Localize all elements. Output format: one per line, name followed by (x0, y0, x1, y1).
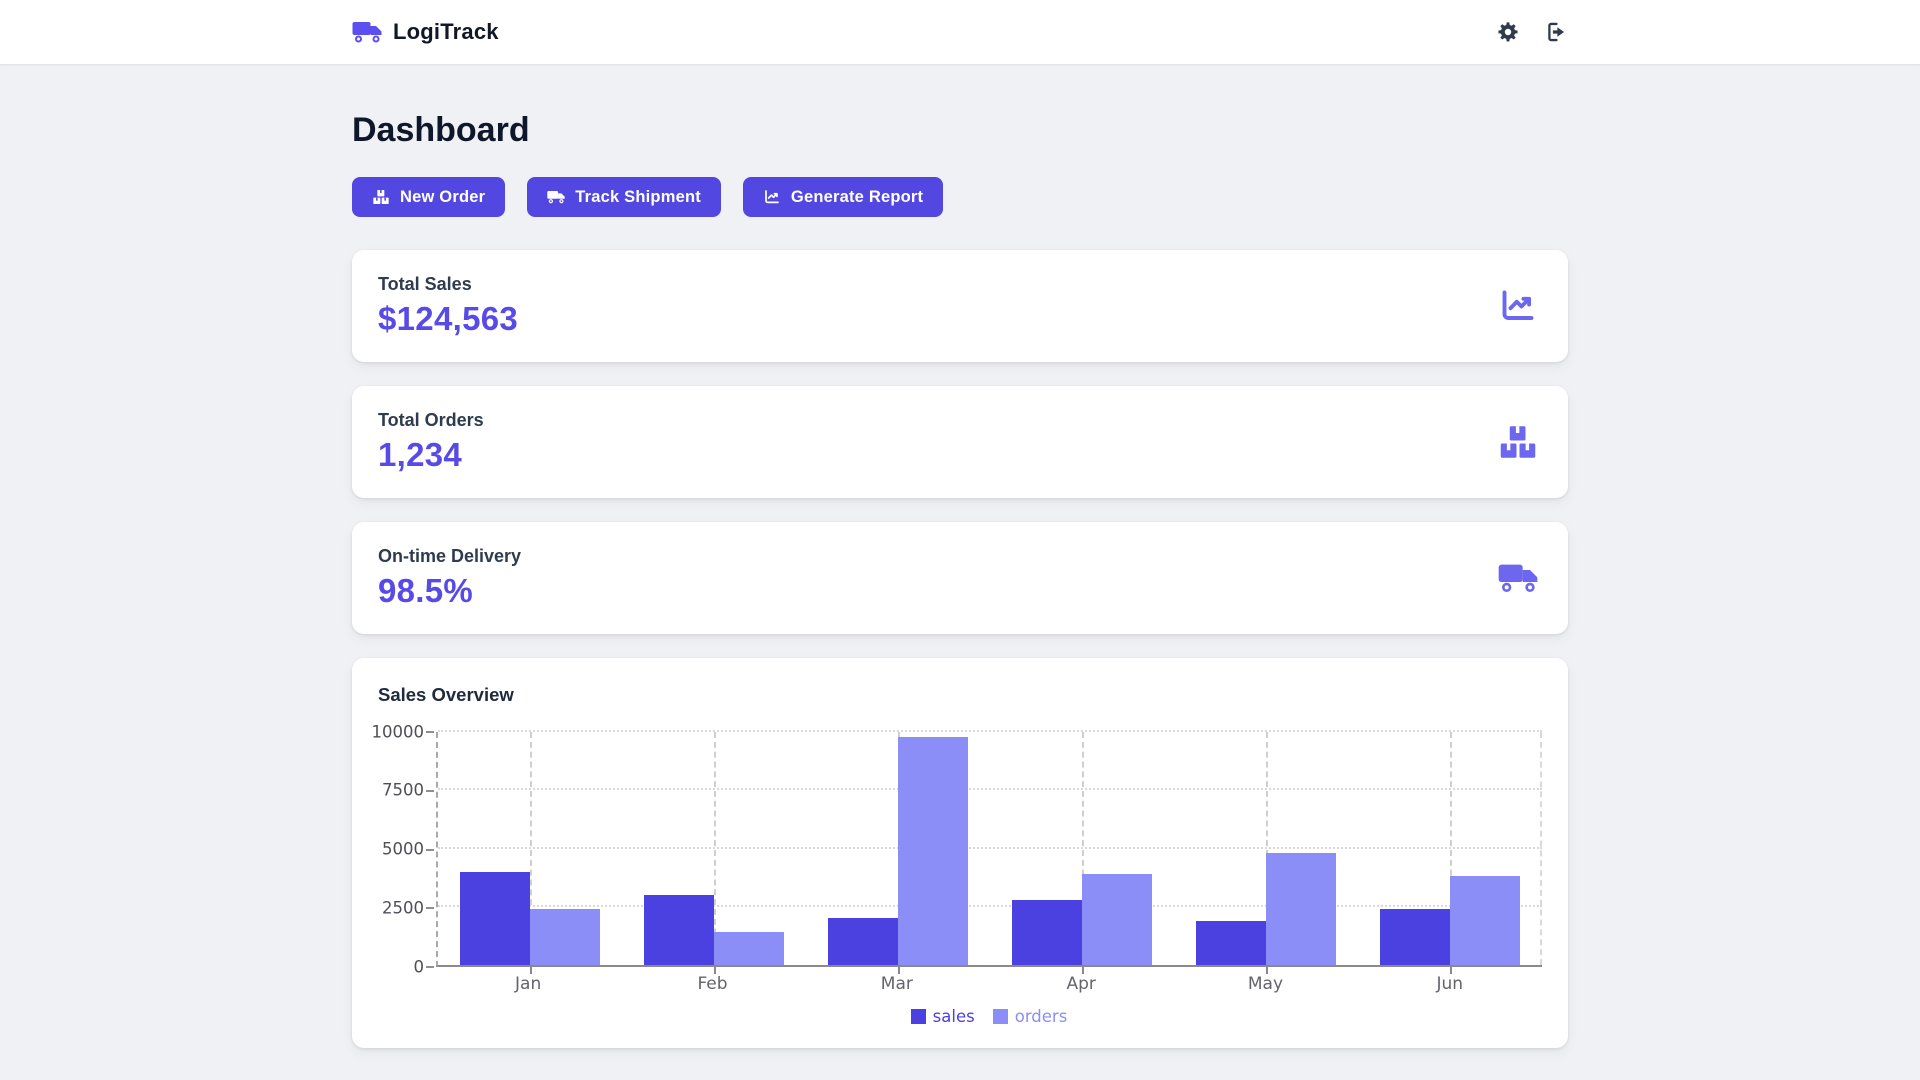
sales-bar-may (1196, 920, 1266, 965)
chart-title: Sales Overview (378, 684, 514, 705)
y-tick-mark (426, 907, 434, 910)
legend-item-orders: orders (992, 1007, 1068, 1026)
gridline (438, 788, 1542, 791)
legend-swatch (910, 1009, 926, 1024)
generate-report-button[interactable]: Generate Report (742, 177, 944, 217)
x-tick-label: Feb (697, 974, 728, 994)
boxes-stacked-icon (1500, 426, 1536, 458)
y-tick-label: 7500 (382, 780, 424, 800)
chart-x-axis: Jan Feb Mar Apr May Jun (436, 974, 1542, 994)
quick-actions: New Order Track Shipment Generate Report (352, 177, 1568, 217)
header-actions (1496, 20, 1568, 44)
gridline (438, 904, 1542, 907)
sales-overview-chart: 0 2500 5000 7500 10000 Jan Feb Mar Apr May Jun sa… (372, 723, 1542, 1026)
chart-legend: sales orders (436, 1007, 1542, 1026)
y-tick-label: 0 (413, 956, 425, 976)
x-tick-label: Apr (1066, 974, 1096, 994)
orders-bar-may (1266, 853, 1336, 965)
on-time-delivery-card: On-time Delivery 98.5% (352, 522, 1568, 634)
y-tick-label: 2500 (382, 898, 424, 917)
new-order-button[interactable]: New Order (352, 177, 506, 217)
gridline-vertical (1450, 732, 1452, 974)
sales-bar-apr (1012, 900, 1082, 965)
legend-item-sales: sales (910, 1007, 975, 1026)
legend-swatch (992, 1009, 1008, 1024)
bar-group-may (1174, 732, 1358, 974)
settings-button[interactable] (1496, 20, 1520, 44)
boxes-stacked-icon (373, 190, 389, 204)
gridline-vertical (714, 732, 716, 974)
sales-overview-card: Sales Overview 0 2500 5000 7500 10000 Jan Feb… (352, 658, 1568, 1048)
sales-bar-feb (644, 895, 714, 965)
chart-line-icon (1502, 290, 1534, 320)
chart-right-edge (1540, 732, 1542, 965)
chart-plot-area (436, 730, 1542, 974)
gridline-vertical (530, 732, 532, 974)
orders-bar-jan (530, 909, 600, 965)
x-tick-label: Jun (1436, 974, 1464, 994)
track-shipment-label: Track Shipment (575, 187, 701, 206)
y-tick-label: 5000 (382, 839, 424, 859)
gridline-vertical (1082, 732, 1084, 974)
brand: LogiTrack (352, 19, 499, 45)
on-time-delivery-label: On-time Delivery (378, 546, 522, 566)
truck-icon (1498, 564, 1538, 592)
total-orders-label: Total Orders (378, 410, 484, 430)
bar-group-jan (438, 732, 622, 974)
new-order-label: New Order (400, 187, 486, 206)
legend-label: sales (932, 1007, 975, 1026)
page-title: Dashboard (352, 111, 530, 149)
x-tick-label: Jan (515, 974, 542, 994)
bar-group-mar (806, 732, 990, 974)
chart-y-axis: 0 2500 5000 7500 10000 (372, 723, 436, 974)
x-tick-label: Mar (880, 974, 913, 994)
total-sales-card: Total Sales $124,563 (352, 250, 1568, 362)
y-tick-mark (426, 731, 434, 733)
logout-button[interactable] (1544, 20, 1568, 44)
truck-logo-icon (352, 22, 382, 43)
sign-out-icon (1548, 22, 1566, 42)
sales-bar-mar (828, 918, 898, 965)
app-header: LogiTrack (0, 0, 1920, 64)
orders-bar-apr (1082, 873, 1152, 965)
gridline-vertical (1266, 732, 1268, 974)
bar-group-feb (622, 732, 806, 974)
gridline (438, 846, 1542, 849)
on-time-delivery-value: 98.5% (378, 572, 474, 609)
generate-report-label: Generate Report (790, 187, 924, 206)
sales-bar-jun (1380, 909, 1450, 965)
y-tick-label: 10000 (371, 721, 425, 741)
x-tick-label: May (1247, 974, 1284, 994)
gear-icon (1498, 22, 1518, 42)
y-tick-mark (426, 789, 434, 792)
sales-bar-jan (460, 871, 530, 965)
brand-name: LogiTrack (393, 19, 499, 44)
total-orders-value: 1,234 (378, 436, 463, 473)
track-shipment-button[interactable]: Track Shipment (527, 177, 721, 217)
legend-label: orders (1014, 1007, 1068, 1026)
orders-bar-jun (1450, 876, 1520, 965)
total-orders-card: Total Orders 1,234 (352, 386, 1568, 498)
y-tick-mark (426, 966, 434, 968)
gridline (438, 730, 1542, 732)
bar-group-jun (1358, 732, 1542, 974)
y-tick-mark (426, 848, 434, 851)
chart-line-icon (765, 190, 779, 204)
total-sales-label: Total Sales (378, 274, 472, 294)
truck-icon (547, 191, 565, 204)
dashboard-main: Dashboard New Order Track Shipment Gener… (352, 111, 1568, 1048)
bar-group-apr (990, 732, 1174, 974)
orders-bar-mar (898, 736, 968, 965)
orders-bar-feb (714, 932, 784, 965)
total-sales-value: $124,563 (378, 300, 519, 337)
